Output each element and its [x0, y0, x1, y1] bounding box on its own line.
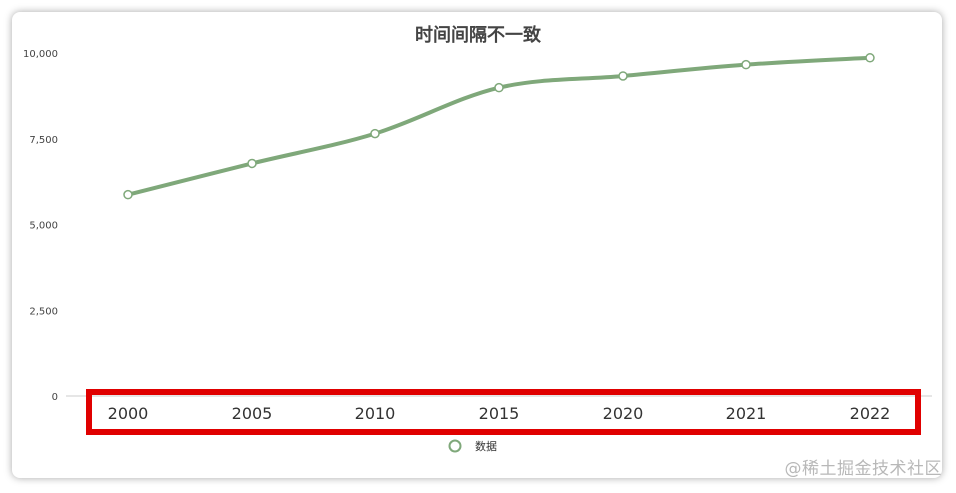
x-tick-label: 2005 — [232, 404, 273, 423]
legend-label: 数据 — [475, 439, 497, 453]
x-axis: 2000 2005 2010 2015 2020 2021 2022 — [108, 404, 891, 423]
x-tick-label: 2021 — [726, 404, 767, 423]
chart-title: 时间间隔不一致 — [415, 24, 542, 46]
y-tick-label: 5,000 — [29, 221, 58, 232]
series-line — [126, 55, 872, 197]
y-tick-label: 0 — [52, 392, 58, 403]
x-tick-label: 2010 — [355, 404, 396, 423]
y-tick-label: 2,500 — [29, 306, 58, 317]
y-tick-label: 7,500 — [29, 135, 58, 146]
series-group — [123, 53, 875, 200]
chart-card — [12, 12, 942, 478]
y-axis: 0 2,500 5,000 7,500 10,000 — [23, 49, 58, 403]
data-point[interactable] — [494, 82, 504, 93]
data-point[interactable] — [123, 189, 133, 200]
data-point[interactable] — [865, 53, 875, 63]
data-point[interactable] — [741, 59, 751, 70]
x-tick-label: 2020 — [603, 404, 644, 423]
x-axis-highlight-box — [86, 389, 921, 435]
x-tick-label: 2015 — [479, 404, 520, 423]
data-point[interactable] — [247, 158, 257, 169]
y-tick-label: 10,000 — [23, 49, 58, 60]
data-point[interactable] — [618, 71, 628, 81]
data-point[interactable] — [370, 128, 380, 139]
watermark: @稀土掘金技术社区 — [784, 459, 942, 479]
x-tick-label: 2022 — [850, 404, 891, 423]
x-tick-label: 2000 — [108, 404, 149, 423]
legend[interactable]: 数据 — [448, 439, 498, 453]
legend-marker — [448, 439, 462, 453]
